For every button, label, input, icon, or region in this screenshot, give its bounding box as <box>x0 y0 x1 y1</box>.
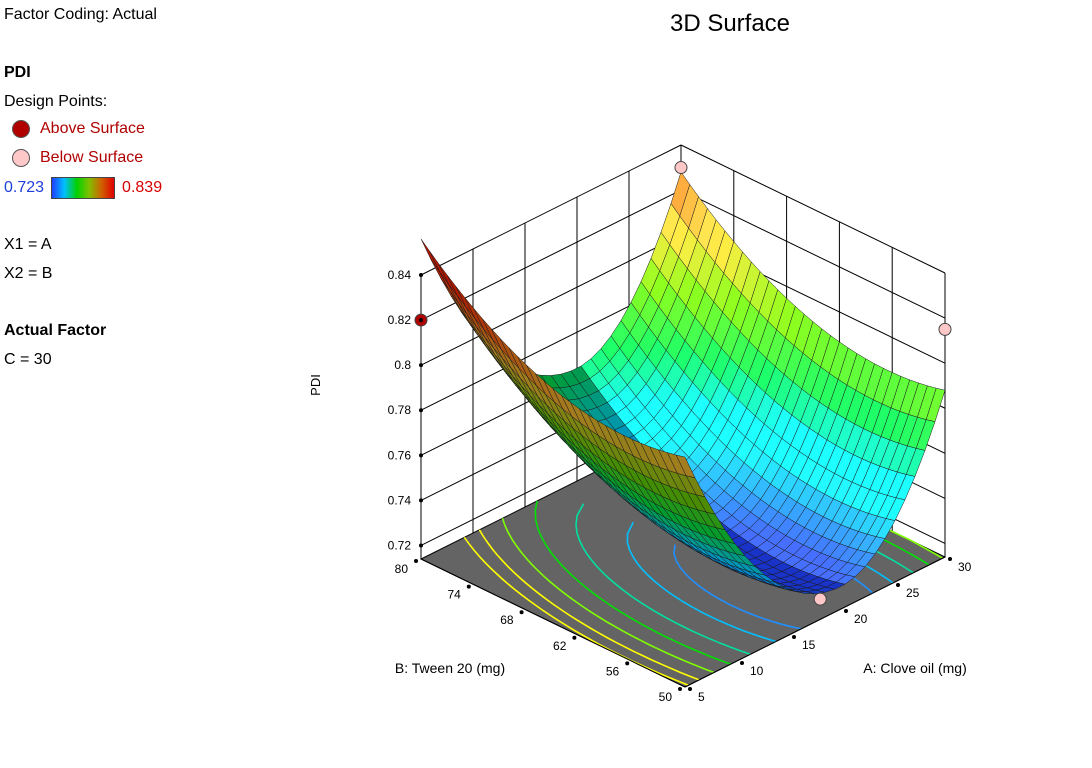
y-tick-label: 68 <box>500 613 514 627</box>
surface-cell <box>925 387 946 422</box>
design-point-below <box>813 592 827 606</box>
z-tick <box>419 498 423 503</box>
x1-label: X1 = A <box>4 236 52 253</box>
y-tick-label: 80 <box>395 562 409 576</box>
y-tick <box>519 610 524 615</box>
x2-label: X2 = B <box>4 265 53 282</box>
factor-coding-label: Factor Coding: Actual <box>4 6 157 23</box>
x-tick-label: 10 <box>750 664 764 678</box>
x-tick <box>844 609 848 613</box>
x-tick-label: 30 <box>958 560 972 574</box>
contour-line <box>575 503 751 656</box>
design-point-below <box>938 322 952 336</box>
y-tick-label: 50 <box>659 690 673 704</box>
x-axis-line <box>684 556 946 688</box>
response-name: PDI <box>4 64 31 81</box>
x-tick-label: 20 <box>854 612 868 626</box>
x-tick-label: 25 <box>906 586 920 600</box>
z-tick-label: 0.72 <box>388 538 412 552</box>
z-tick-label: 0.78 <box>388 403 412 417</box>
z-tick <box>419 363 423 368</box>
color-ramp-bar <box>51 177 116 199</box>
contour-line <box>626 521 777 643</box>
color-ramp: 0.723 0.839 <box>4 177 162 199</box>
z-tick <box>419 453 423 458</box>
contour-line <box>478 529 700 681</box>
contour-line <box>501 518 715 674</box>
x-tick-label: 15 <box>802 638 816 652</box>
y-tick-label: 74 <box>447 588 461 602</box>
actual-factor-value: C = 30 <box>4 351 52 368</box>
surface-cell <box>825 581 846 590</box>
below-surface-marker-icon <box>12 149 30 167</box>
y-tick <box>466 584 471 589</box>
y-tick-label: 62 <box>553 639 567 653</box>
contour-line <box>463 536 689 687</box>
x-tick <box>688 687 692 691</box>
y-tick-label: 56 <box>606 664 620 678</box>
actual-factor-heading: Actual Factor <box>4 322 107 339</box>
z-tick <box>419 318 423 323</box>
wall-gridline-a30 <box>680 144 946 274</box>
z-tick-label: 0.82 <box>388 313 412 327</box>
y-axis-title: B: Tween 20 (mg) <box>395 660 505 676</box>
legend-below-surface: Below Surface <box>4 149 143 167</box>
z-tick-label: 0.8 <box>394 358 411 372</box>
contour-line <box>673 544 802 630</box>
z-tick <box>419 408 423 413</box>
color-ramp-max: 0.839 <box>122 179 163 196</box>
z-tick-label: 0.84 <box>388 268 412 282</box>
y-tick <box>678 687 682 691</box>
above-surface-marker-icon <box>12 120 30 138</box>
wall-gridline-b80 <box>420 234 682 366</box>
z-axis-title: PDI <box>308 374 323 396</box>
design-points-label: Design Points: <box>4 93 108 110</box>
surface-mesh <box>420 171 946 594</box>
wall-gridline-a30 <box>680 189 946 319</box>
wall-gridline-b80 <box>420 144 682 276</box>
x-tick <box>740 661 744 665</box>
z-tick <box>419 273 423 277</box>
x-tick <box>792 635 796 639</box>
surface-cell <box>420 238 441 273</box>
legend-above-surface: Above Surface <box>4 120 145 138</box>
y-tick <box>572 635 577 640</box>
x-tick-label: 5 <box>698 690 705 704</box>
below-surface-label: Below Surface <box>40 149 144 166</box>
z-tick <box>419 543 423 548</box>
surface-cell <box>429 251 449 285</box>
y-axis-line <box>420 558 686 688</box>
contour-line <box>534 500 731 665</box>
y-tick <box>625 661 630 666</box>
x-tick <box>896 583 900 587</box>
z-tick-label: 0.76 <box>388 448 412 462</box>
chart-title: 3D Surface <box>669 10 791 37</box>
color-ramp-min: 0.723 <box>4 179 45 196</box>
x-axis-title: A: Clove oil (mg) <box>863 660 966 676</box>
z-tick-label: 0.74 <box>388 493 412 507</box>
design-point-below <box>674 161 688 175</box>
y-tick <box>414 559 418 563</box>
x-tick <box>948 557 952 561</box>
above-surface-label: Above Surface <box>40 120 145 137</box>
